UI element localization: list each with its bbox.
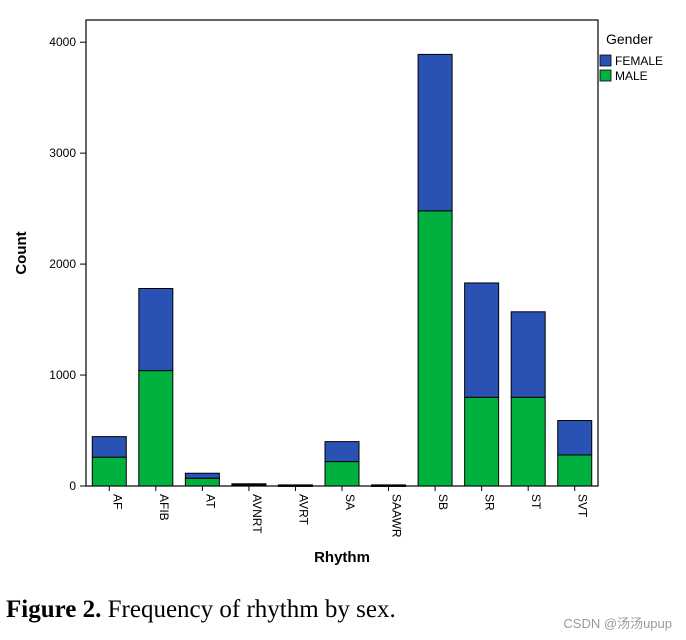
bar-male-af [91, 456, 127, 487]
bar-female-af [91, 436, 127, 458]
y-axis: 0 1000 2000 3000 4000 [49, 35, 86, 493]
bar-female-sb [417, 53, 453, 212]
x-tick-label: SB [436, 494, 450, 510]
x-tick-label: AFIB [157, 494, 171, 521]
bar-male-svt [557, 454, 593, 487]
bar-female-avnrt [231, 483, 267, 486]
x-tick-label: ST [529, 494, 543, 510]
x-axis-title: Rhythm [314, 549, 370, 566]
bar-male-sa [324, 461, 360, 487]
legend-title: Gender [606, 31, 653, 47]
bar-male-at [184, 477, 220, 487]
bar-male-afib [138, 370, 174, 487]
y-tick-label: 4000 [49, 35, 76, 49]
bar-female-saawr [371, 484, 407, 487]
x-tick-label: AVNRT [250, 494, 264, 534]
legend-swatch-male [599, 69, 612, 82]
bar-female-sr [464, 282, 500, 398]
y-tick-label: 0 [69, 479, 76, 493]
bar-male-st [510, 396, 546, 487]
x-tick-label: AT [203, 494, 217, 509]
legend-swatch-female [599, 54, 612, 67]
x-axis: AF AFIB AT AVNRT AVRT SA SAAWR SB SR ST SVT [108, 486, 590, 538]
stacked-bar-chart: 0 1000 2000 3000 4000 AF AFIB AT AVNRT AVRT SA SAA… [13, 19, 663, 566]
figure-caption-label: Figure 2. [6, 596, 102, 623]
figure-caption: Figure 2. Frequency of rhythm by sex. [6, 596, 396, 624]
x-tick-label: SR [483, 494, 497, 511]
legend-label-female: FEMALE [615, 54, 663, 68]
bar-female-svt [557, 420, 593, 456]
bars [91, 53, 593, 487]
x-tick-label: SA [343, 494, 357, 510]
y-tick-label: 2000 [49, 257, 76, 271]
y-tick-label: 3000 [49, 146, 76, 160]
legend-label-male: MALE [615, 69, 648, 83]
bar-female-afib [138, 288, 174, 372]
x-tick-label: AVRT [296, 494, 310, 526]
bar-male-sb [417, 210, 453, 487]
x-tick-label: SAAWR [390, 494, 404, 538]
y-axis-title: Count [13, 231, 30, 274]
x-tick-label: SVT [576, 494, 590, 518]
bar-female-avrt [277, 484, 313, 487]
x-tick-label: AF [110, 494, 124, 509]
bar-female-at [184, 472, 220, 479]
y-tick-label: 1000 [49, 368, 76, 382]
bar-male-sr [464, 396, 500, 487]
watermark: CSDN @汤汤upup [563, 616, 672, 631]
figure-caption-text: Frequency of rhythm by sex. [101, 596, 396, 623]
bar-female-st [510, 311, 546, 398]
bar-female-sa [324, 441, 360, 463]
